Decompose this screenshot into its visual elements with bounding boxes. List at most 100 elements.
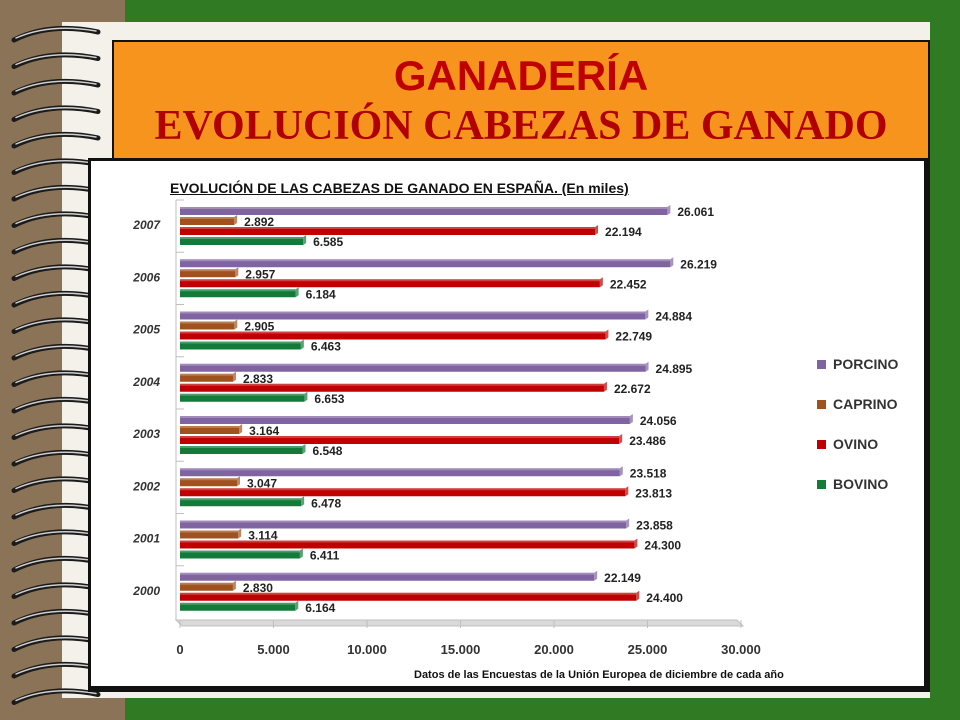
bar-caprino	[180, 478, 237, 487]
bar-side-porcino	[667, 205, 671, 215]
bar-shine	[180, 289, 296, 292]
bar-ovino	[180, 436, 620, 444]
data-label-porcino: 24.884	[655, 310, 692, 324]
bar-caprino	[180, 321, 235, 330]
data-label-ovino: 22.672	[614, 382, 651, 396]
data-label-caprino: 3.047	[247, 476, 277, 490]
bar-bovino	[180, 446, 303, 454]
binder-ring-highlight	[15, 451, 97, 463]
bar-shine	[180, 393, 305, 396]
bar-bovino	[180, 393, 305, 402]
legend-label-porcino: PORCINO	[833, 356, 898, 372]
bar-shine	[180, 436, 620, 438]
data-label-bovino: 6.653	[314, 392, 344, 406]
binder-ring-highlight	[15, 292, 97, 304]
bar-side-porcino	[619, 466, 623, 477]
y-tick-label: 2003	[132, 427, 160, 441]
binder-ring-highlight	[15, 610, 97, 622]
data-label-porcino: 24.056	[640, 414, 677, 428]
data-label-porcino: 24.895	[656, 362, 693, 376]
bar-side-ovino	[599, 277, 603, 288]
bar-shine	[180, 572, 595, 575]
bar-shine	[180, 582, 233, 585]
legend-swatch-bovino	[817, 480, 826, 489]
bar-porcino	[180, 311, 646, 320]
bar-bovino	[180, 289, 296, 298]
binder-ring-highlight	[15, 186, 97, 198]
bar-bovino	[180, 341, 301, 350]
bar-side-bovino	[301, 496, 305, 507]
binder-ring-highlight	[15, 319, 97, 331]
binder-ring-highlight	[15, 504, 97, 516]
bar-shine	[180, 540, 635, 543]
data-label-ovino: 24.300	[644, 539, 681, 553]
bar-side-porcino	[626, 518, 630, 529]
bar-side-bovino	[295, 287, 299, 298]
data-label-ovino: 22.452	[610, 277, 647, 291]
y-tick-label: 2006	[132, 270, 160, 284]
x-tick-label: 15.000	[441, 642, 481, 657]
y-tick-label: 2001	[132, 532, 160, 546]
bar-shine	[180, 416, 630, 418]
data-label-bovino: 6.411	[310, 549, 340, 563]
legend-label-ovino: OVINO	[833, 436, 878, 452]
chart-floor	[174, 619, 745, 627]
bar-side-caprino	[236, 476, 240, 487]
binder-ring-highlight	[15, 690, 97, 702]
bar-side-porcino	[645, 309, 649, 320]
source-note: Datos de las Encuestas de la Unión Europ…	[414, 669, 784, 681]
binder-ring-highlight	[15, 663, 97, 675]
bar-side-ovino	[636, 590, 640, 601]
bar-shine	[180, 259, 671, 262]
binder-ring-highlight	[15, 425, 97, 437]
bar-shine	[180, 341, 301, 344]
bar-side-porcino	[670, 257, 674, 268]
data-label-bovino: 6.585	[313, 235, 343, 249]
bar-shine	[180, 498, 302, 501]
bar-side-caprino	[239, 424, 243, 434]
bar-ovino	[180, 592, 637, 601]
bar-side-caprino	[234, 215, 238, 225]
bar-ovino	[180, 227, 596, 235]
bar-shine	[180, 520, 627, 523]
y-tick-label: 2005	[132, 323, 160, 337]
bar-bovino	[180, 237, 304, 245]
binder-ring-highlight	[15, 584, 97, 596]
y-tick-label: 2004	[132, 375, 160, 389]
bar-ovino	[180, 331, 606, 340]
chart-title: EVOLUCIÓN DE LAS CABEZAS DE GANADO EN ES…	[170, 180, 629, 196]
bar-ovino	[180, 383, 604, 392]
bar-porcino	[180, 468, 620, 477]
data-label-caprino: 2.957	[245, 267, 275, 281]
bar-shine	[180, 217, 235, 219]
legend-swatch-porcino	[817, 360, 826, 369]
data-label-ovino: 22.194	[605, 225, 642, 239]
x-tick-label: 20.000	[534, 642, 574, 657]
bar-caprino	[180, 217, 235, 225]
bar-side-porcino	[629, 414, 633, 424]
binder-ring-highlight	[15, 372, 97, 384]
bar-shine	[180, 592, 637, 595]
bar-shine	[180, 237, 304, 239]
data-label-bovino: 6.478	[311, 496, 341, 510]
bar-shine	[180, 602, 296, 605]
x-tick-label: 30.000	[721, 642, 761, 657]
legend-swatch-caprino	[817, 400, 826, 409]
bar-side-caprino	[235, 267, 239, 278]
data-label-caprino: 3.114	[248, 529, 278, 543]
binder-ring-highlight	[15, 345, 97, 357]
data-label-bovino: 6.184	[306, 287, 336, 301]
bar-caprino	[180, 582, 233, 591]
data-label-ovino: 24.400	[646, 591, 683, 605]
bar-caprino	[180, 530, 239, 539]
bar-shine	[180, 468, 620, 471]
data-label-ovino: 22.749	[615, 330, 652, 344]
bar-shine	[180, 426, 240, 428]
bar-side-bovino	[303, 235, 307, 245]
binder-ring-highlight	[15, 398, 97, 410]
bar-side-caprino	[238, 528, 242, 539]
data-label-ovino: 23.486	[629, 434, 666, 448]
data-label-caprino: 2.892	[244, 215, 274, 229]
bar-ovino	[180, 540, 635, 549]
bar-side-porcino	[594, 570, 598, 581]
